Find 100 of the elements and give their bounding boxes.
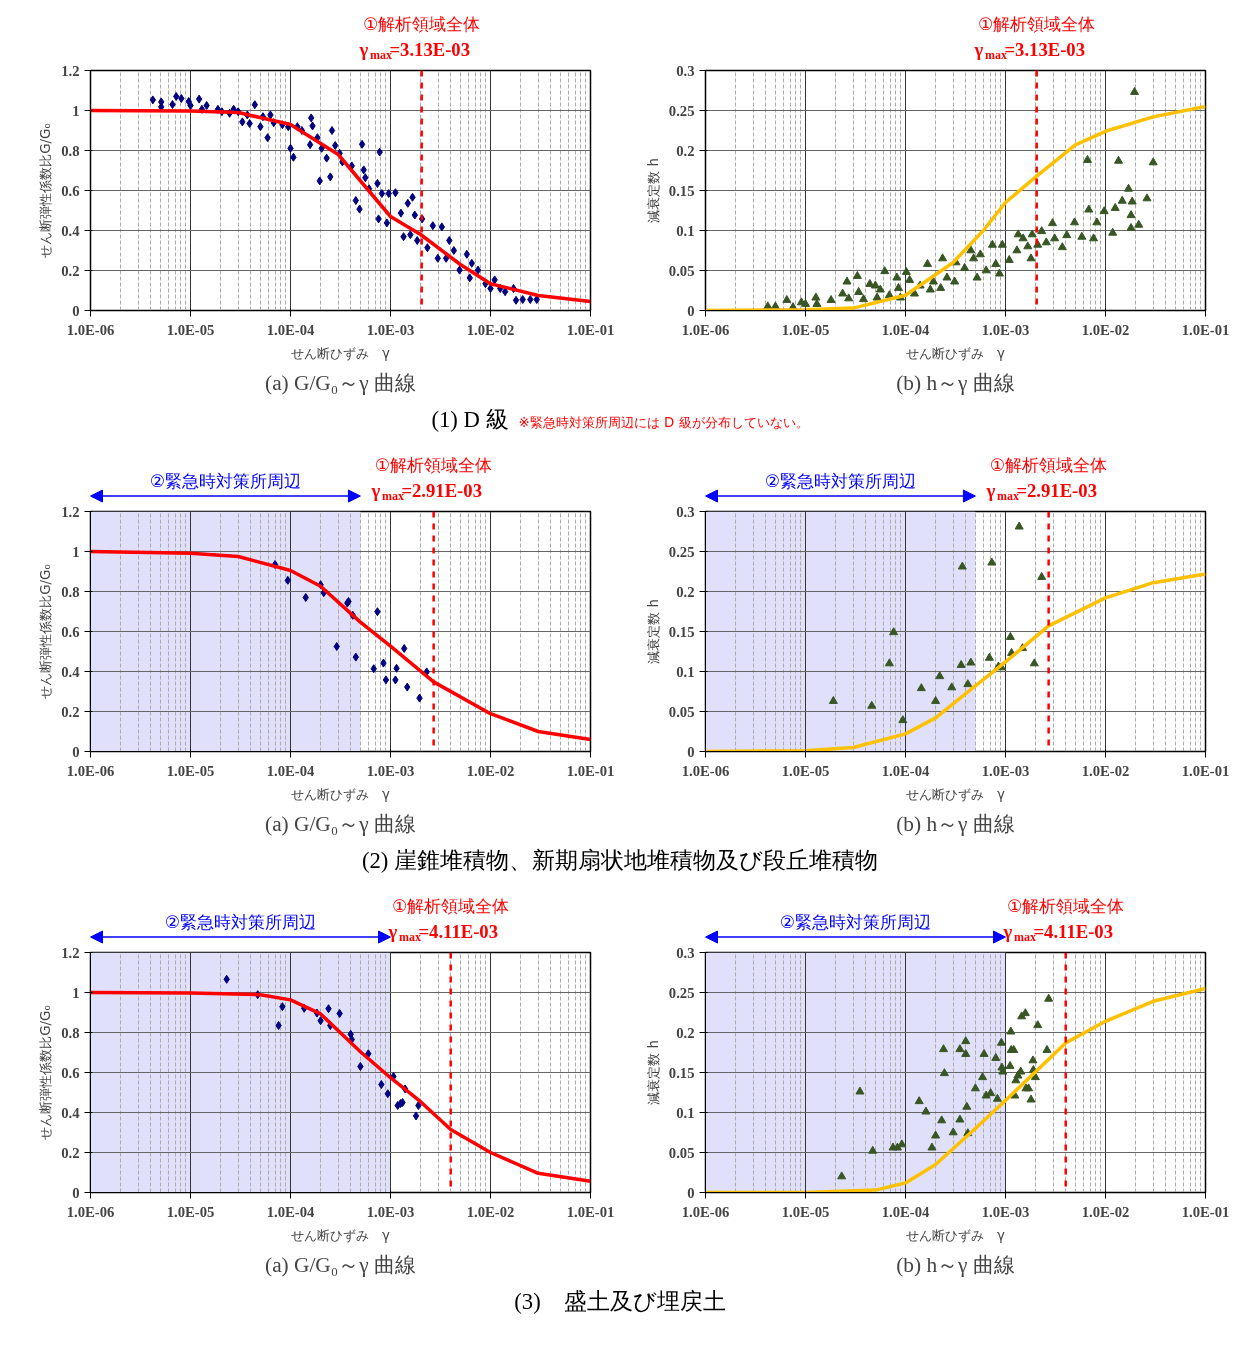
x-tick-label: 1.0E-05 bbox=[781, 762, 830, 779]
y-tick-label: 0.2 bbox=[61, 1144, 80, 1161]
x-tick-label: 1.0E-02 bbox=[466, 321, 515, 338]
text: ①解析領域全体 bbox=[362, 13, 481, 34]
y-tick-label: 0.2 bbox=[61, 262, 80, 279]
x-tick-label: 1.0E-05 bbox=[166, 321, 215, 338]
y-tick-label: 0.1 bbox=[676, 1104, 695, 1121]
x-tick-label: 1.0E-02 bbox=[466, 762, 515, 779]
x-axis-title: せん断ひずみ γ bbox=[291, 345, 391, 361]
x-tick-label: 1.0E-05 bbox=[781, 1203, 830, 1220]
y-tick-label: 0.2 bbox=[61, 703, 80, 720]
x-tick-label: 1.0E-04 bbox=[881, 321, 930, 338]
y-tick-label: 0.05 bbox=[668, 262, 695, 279]
x-tick-label: 1.0E-06 bbox=[66, 321, 115, 338]
x-tick-label: 1.0E-03 bbox=[366, 321, 415, 338]
x-tick-label: 1.0E-06 bbox=[66, 762, 115, 779]
text: (a) G/G₀～γ 曲線 bbox=[265, 1252, 416, 1277]
y-tick-label: 0 bbox=[687, 302, 695, 319]
x-tick-label: 1.0E-01 bbox=[566, 321, 615, 338]
y-tick-label: 1 bbox=[72, 543, 80, 560]
x-tick-label: 1.0E-01 bbox=[1181, 321, 1230, 338]
y-tick-label: 0.4 bbox=[61, 1104, 81, 1121]
x-tick-label: 1.0E-06 bbox=[681, 1203, 730, 1220]
y-axis-title: 減衰定数 h bbox=[645, 158, 661, 223]
y-tick-label: 0.25 bbox=[668, 984, 695, 1001]
y-tick-label: 0.3 bbox=[676, 503, 695, 520]
y-tick-label: 0.2 bbox=[676, 583, 695, 600]
x-tick-label: 1.0E-03 bbox=[981, 762, 1030, 779]
x-tick-label: 1.0E-04 bbox=[881, 762, 930, 779]
text: (1) D 級 bbox=[431, 407, 509, 432]
x-tick-label: 1.0E-04 bbox=[266, 1203, 315, 1220]
y-tick-label: 0.8 bbox=[61, 583, 80, 600]
y-tick-label: 0.15 bbox=[668, 182, 695, 199]
y-tick-label: 0.1 bbox=[676, 663, 695, 680]
text: ①解析領域全体 bbox=[977, 13, 1096, 34]
text: ①解析領域全体 bbox=[1006, 895, 1125, 916]
x-axis-title: せん断ひずみ γ bbox=[906, 1227, 1006, 1243]
y-tick-label: 0 bbox=[687, 1184, 695, 1201]
y-tick-label: 0 bbox=[72, 1184, 80, 1201]
y-tick-label: 1.2 bbox=[61, 944, 80, 961]
text: ①解析領域全体 bbox=[391, 895, 510, 916]
y-tick-label: 0.3 bbox=[676, 62, 695, 79]
text: (b) h～γ 曲線 bbox=[896, 1252, 1015, 1277]
y-tick-label: 0.3 bbox=[676, 944, 695, 961]
y-tick-label: 0 bbox=[687, 743, 695, 760]
x-tick-label: 1.0E-06 bbox=[66, 1203, 115, 1220]
band-label: ②緊急時対策所周辺 bbox=[149, 471, 302, 492]
y-tick-label: 0.25 bbox=[668, 102, 695, 119]
x-tick-label: 1.0E-05 bbox=[166, 762, 215, 779]
x-axis-title: せん断ひずみ γ bbox=[291, 1227, 391, 1243]
x-tick-label: 1.0E-01 bbox=[1181, 762, 1230, 779]
y-axis-title: せん断弾性係数比G/G₀ bbox=[38, 1005, 54, 1140]
x-tick-label: 1.0E-01 bbox=[566, 762, 615, 779]
y-tick-label: 0.2 bbox=[676, 1024, 695, 1041]
x-tick-label: 1.0E-02 bbox=[466, 1203, 515, 1220]
x-tick-label: 1.0E-03 bbox=[981, 321, 1030, 338]
x-tick-label: 1.0E-05 bbox=[781, 321, 830, 338]
x-tick-label: 1.0E-02 bbox=[1081, 1203, 1130, 1220]
band-label: ②緊急時対策所周辺 bbox=[764, 471, 917, 492]
y-tick-label: 0.25 bbox=[668, 543, 695, 560]
x-tick-label: 1.0E-04 bbox=[266, 762, 315, 779]
y-tick-label: 0.6 bbox=[61, 182, 80, 199]
x-tick-label: 1.0E-02 bbox=[1081, 762, 1130, 779]
text: (b) h～γ 曲線 bbox=[896, 811, 1015, 836]
y-axis-title: 減衰定数 h bbox=[645, 1040, 661, 1105]
y-tick-label: 0.05 bbox=[668, 703, 695, 720]
y-tick-label: 0.15 bbox=[668, 1064, 695, 1081]
y-tick-label: 0.8 bbox=[61, 1024, 80, 1041]
text: ①解析領域全体 bbox=[989, 454, 1108, 475]
y-axis-title: せん断弾性係数比G/G₀ bbox=[38, 123, 54, 258]
x-tick-label: 1.0E-01 bbox=[1181, 1203, 1230, 1220]
x-tick-label: 1.0E-03 bbox=[366, 1203, 415, 1220]
text: (a) G/G₀～γ 曲線 bbox=[265, 370, 416, 395]
x-tick-label: 1.0E-04 bbox=[266, 321, 315, 338]
y-tick-label: 0.6 bbox=[61, 623, 80, 640]
text: ※緊急時対策所周辺には D 級が分布していない。 bbox=[518, 415, 809, 430]
y-tick-label: 1.2 bbox=[61, 503, 80, 520]
y-tick-label: 0.15 bbox=[668, 623, 695, 640]
y-tick-label: 0.4 bbox=[61, 663, 81, 680]
x-tick-label: 1.0E-03 bbox=[366, 762, 415, 779]
y-axis-title: 減衰定数 h bbox=[645, 599, 661, 664]
x-tick-label: 1.0E-06 bbox=[681, 762, 730, 779]
x-axis-title: せん断ひずみ γ bbox=[906, 345, 1006, 361]
band-label: ②緊急時対策所周辺 bbox=[164, 912, 317, 933]
x-tick-label: 1.0E-01 bbox=[566, 1203, 615, 1220]
y-tick-label: 0 bbox=[72, 302, 80, 319]
y-tick-label: 0.1 bbox=[676, 222, 695, 239]
text: (b) h～γ 曲線 bbox=[896, 370, 1015, 395]
y-tick-label: 0.4 bbox=[61, 222, 81, 239]
y-axis-title: せん断弾性係数比G/G₀ bbox=[38, 564, 54, 699]
y-tick-label: 0.2 bbox=[676, 142, 695, 159]
y-tick-label: 0.05 bbox=[668, 1144, 695, 1161]
y-tick-label: 1.2 bbox=[61, 62, 80, 79]
text: (a) G/G₀～γ 曲線 bbox=[265, 811, 416, 836]
band-label: ②緊急時対策所周辺 bbox=[779, 912, 932, 933]
text: (2) 崖錐堆積物、新期扇状地堆積物及び段丘堆積物 bbox=[361, 848, 879, 873]
x-tick-label: 1.0E-06 bbox=[681, 321, 730, 338]
x-axis-title: せん断ひずみ γ bbox=[291, 786, 391, 802]
x-tick-label: 1.0E-02 bbox=[1081, 321, 1130, 338]
y-tick-label: 0.6 bbox=[61, 1064, 80, 1081]
